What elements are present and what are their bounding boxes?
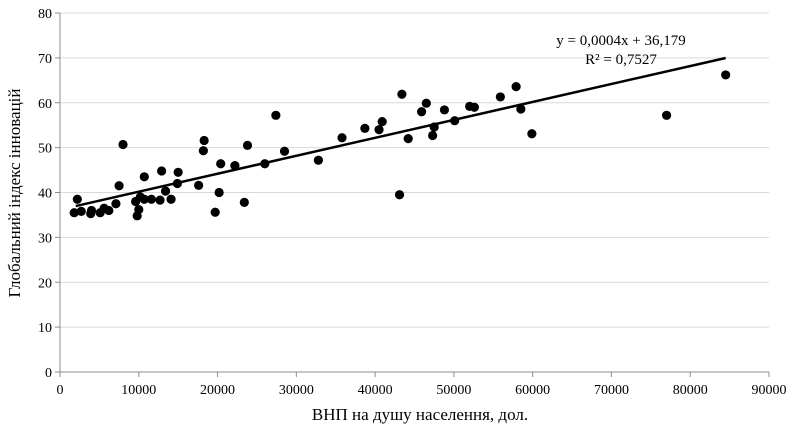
y-tick-label: 30 (38, 231, 52, 246)
data-point-53 (495, 92, 505, 102)
x-tick-labels: 0 10000 20000 30000 40000 50000 60000 70000 8000… (57, 383, 787, 398)
data-point-26 (198, 146, 208, 156)
data-point-10 (114, 181, 124, 191)
data-point-34 (260, 159, 270, 169)
trendline-equation: y = 0,0004x + 36,179 (556, 33, 685, 49)
data-point-5 (86, 205, 97, 216)
data-point-38 (337, 133, 347, 143)
data-point-50 (450, 116, 460, 126)
data-point-32 (239, 197, 249, 207)
y-tick-label: 60 (38, 97, 52, 112)
y-tick-label: 70 (38, 52, 52, 67)
data-point-33 (242, 140, 253, 150)
data-point-46 (421, 98, 431, 108)
data-point-40 (374, 125, 384, 135)
data-point-14 (134, 204, 144, 215)
x-axis-title: ВНП на душу населення, дол. (312, 405, 528, 424)
x-tick-label: 60000 (515, 383, 550, 398)
x-tick-label: 50000 (436, 383, 471, 398)
y-tick-label: 20 (38, 276, 52, 291)
data-point-48 (429, 122, 439, 132)
data-point-16 (139, 194, 149, 204)
data-point-24 (173, 167, 183, 177)
y-tick-label: 40 (38, 187, 52, 202)
data-point-45 (416, 107, 427, 117)
trendline-r-squared: R² = 0,7527 (585, 52, 657, 68)
x-tick-label: 30000 (279, 383, 314, 398)
data-point-41 (377, 116, 387, 127)
data-point-21 (160, 186, 171, 196)
y-tick-label: 50 (38, 142, 52, 157)
y-axis-title: Глобальний індекс інновацій (5, 89, 24, 298)
data-point-28 (210, 207, 220, 217)
data-point-19 (155, 195, 165, 205)
x-tick-label: 10000 (121, 383, 156, 398)
data-point-9 (111, 199, 121, 209)
data-points (69, 70, 731, 221)
x-tick-label: 0 (57, 383, 64, 398)
x-tick-label: 20000 (200, 383, 235, 398)
axes (55, 12, 770, 377)
data-point-42 (394, 190, 405, 200)
data-point-31 (230, 160, 240, 171)
x-tick-label: 80000 (673, 383, 708, 398)
data-point-23 (172, 178, 182, 189)
data-point-29 (214, 187, 224, 198)
data-point-35 (271, 110, 281, 120)
y-tick-label: 80 (38, 7, 52, 22)
data-point-39 (360, 123, 370, 133)
data-point-20 (157, 166, 167, 176)
data-point-55 (516, 104, 526, 114)
data-point-2 (72, 194, 82, 204)
data-point-49 (439, 105, 450, 115)
data-point-30 (216, 159, 226, 169)
y-tick-label: 10 (38, 321, 52, 336)
data-point-17 (139, 172, 149, 182)
data-point-1 (69, 208, 79, 218)
data-point-3 (76, 206, 86, 216)
data-point-52 (469, 102, 479, 112)
x-tick-label: 70000 (594, 383, 629, 398)
data-point-57 (661, 110, 672, 120)
y-tick-label: 0 (45, 366, 52, 381)
data-point-25 (194, 180, 204, 190)
data-point-43 (397, 89, 407, 99)
trendline-group (75, 56, 726, 208)
data-point-36 (279, 146, 290, 156)
data-point-37 (313, 155, 323, 165)
data-point-18 (146, 194, 156, 204)
data-point-11 (118, 139, 128, 150)
data-point-8 (104, 205, 114, 216)
data-point-58 (721, 70, 731, 80)
x-tick-label: 90000 (752, 383, 787, 398)
y-tick-labels: 0 10 20 30 40 50 60 70 80 (38, 7, 52, 381)
gridlines (60, 12, 769, 328)
data-point-54 (511, 81, 521, 92)
data-point-56 (527, 129, 537, 139)
data-point-22 (166, 194, 176, 204)
data-point-44 (403, 134, 413, 144)
x-tick-label: 40000 (358, 383, 393, 398)
data-point-47 (428, 130, 438, 141)
trendline (75, 56, 726, 208)
data-point-27 (199, 135, 209, 146)
